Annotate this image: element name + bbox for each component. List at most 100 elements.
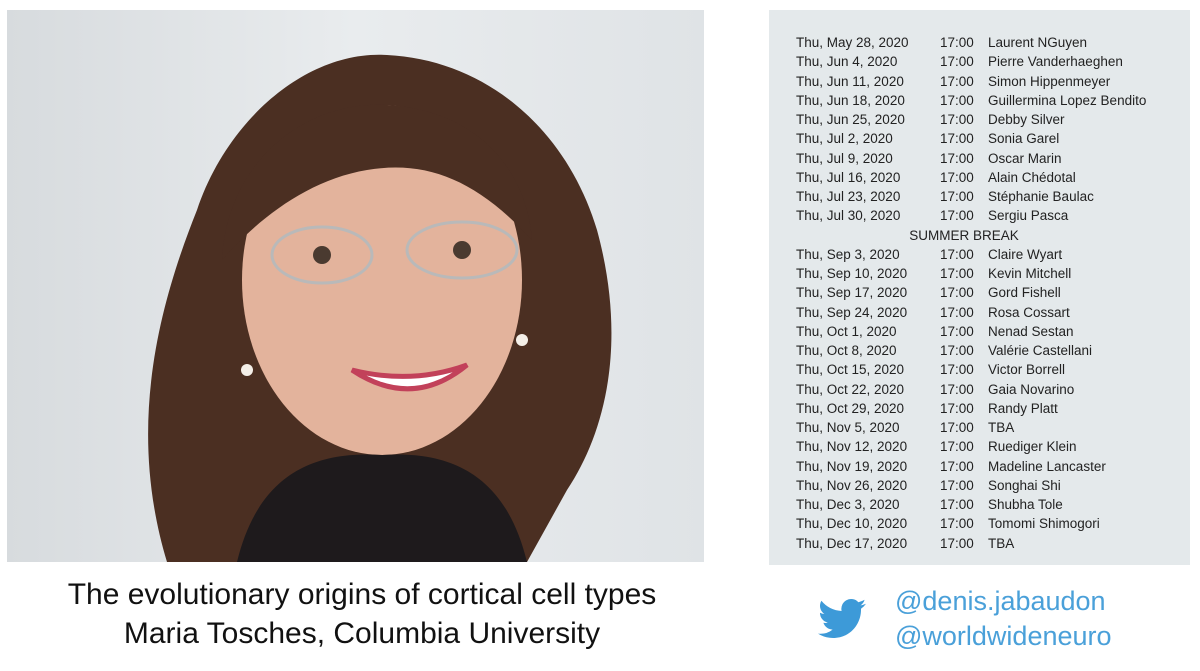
talk-time: 17:00: [940, 381, 974, 397]
talk-time: 17:00: [940, 323, 974, 339]
schedule-row: Thu, Dec 3, 2020 17:00 Shubha Tole: [769, 495, 1190, 514]
talk-speaker: Randy Platt: [988, 400, 1058, 416]
talk-speaker: Gord Fishell: [988, 285, 1061, 301]
talk-speaker: Nenad Sestan: [988, 323, 1074, 339]
schedule-row: Thu, Oct 15, 2020 17:00 Victor Borrell: [769, 360, 1190, 379]
seminar-schedule: Thu, May 28, 2020 17:00 Laurent NGuyen Thu,…: [769, 10, 1190, 565]
break-label: SUMMER BREAK: [909, 227, 1019, 243]
schedule-break-row: SUMMER BREAK: [769, 226, 1190, 245]
talk-speaker: Debby Silver: [988, 112, 1065, 127]
talk-time: 17:00: [940, 285, 974, 301]
talk-date: Thu, Jul 23, 2020: [796, 189, 901, 204]
talk-date: Thu, Oct 15, 2020: [796, 362, 905, 378]
schedule-row: Thu, Jun 4, 2020 17:00 Pierre Vanderhaeghe…: [769, 52, 1190, 71]
talk-date: Thu, Oct 22, 2020: [796, 381, 905, 397]
schedule-row: Thu, Nov 5, 2020 17:00 TBA: [769, 418, 1190, 437]
talk-speaker: Oscar Marin: [988, 150, 1062, 166]
talk-time: 17:00: [940, 131, 974, 147]
schedule-row: Thu, Jul 23, 2020 17:00 Stéphanie Baulac: [769, 187, 1190, 206]
talk-time: 17:00: [940, 54, 974, 70]
schedule-row: Thu, Dec 17, 2020 17:00 TBA: [769, 534, 1190, 553]
speaker-affiliation: Maria Tosches, Columbia University: [123, 617, 601, 650]
schedule-row: Thu, Jul 16, 2020 17:00 Alain Chédotal: [769, 168, 1190, 187]
talk-date: Thu, Jul 16, 2020: [796, 169, 901, 185]
schedule-row: Thu, Nov 12, 2020 17:00 Ruediger Klein: [769, 437, 1190, 456]
talk-speaker: Sergiu Pasca: [988, 208, 1069, 224]
talk-speaker: Songhai Shi: [988, 477, 1061, 493]
talk-speaker: Gaia Novarino: [988, 381, 1075, 397]
talk-date: Thu, May 28, 2020: [796, 35, 909, 50]
talk-speaker: Valérie Castellani: [988, 343, 1093, 358]
talk-time: 17:00: [940, 304, 974, 320]
talk-speaker: Ruediger Klein: [988, 439, 1077, 455]
talk-date: Thu, Jul 2, 2020: [796, 131, 893, 147]
talk-speaker: Kevin Mitchell: [988, 266, 1072, 281]
schedule-row: Thu, Oct 22, 2020 17:00 Gaia Novarino: [769, 380, 1190, 399]
talk-date: Thu, Jun 18, 2020: [796, 92, 905, 108]
twitter-handle-link[interactable]: @worldwideneuro: [895, 621, 1112, 651]
talk-speaker: Stéphanie Baulac: [988, 189, 1094, 204]
talk-time: 17:00: [940, 150, 974, 166]
talk-date: Thu, Sep 24, 2020: [796, 304, 908, 320]
talk-date: Thu, Oct 1, 2020: [796, 323, 897, 339]
talk-speaker: Madeline Lancaster: [988, 458, 1106, 474]
talk-speaker: Alain Chédotal: [988, 169, 1076, 185]
talk-time: 17:00: [940, 439, 974, 455]
talk-date: Thu, Dec 3, 2020: [796, 497, 900, 512]
talk-speaker: Shubha Tole: [988, 497, 1063, 512]
talk-time: 17:00: [940, 92, 974, 108]
talk-date: Thu, Nov 19, 2020: [796, 458, 908, 474]
talk-time: 17:00: [940, 516, 974, 532]
talk-date: Thu, Nov 12, 2020: [796, 439, 908, 455]
talk-time: 17:00: [940, 343, 974, 358]
schedule-row: Thu, May 28, 2020 17:00 Laurent NGuyen: [769, 33, 1190, 52]
talk-date: Thu, Jun 25, 2020: [796, 112, 905, 127]
talk-time: 17:00: [940, 73, 974, 89]
schedule-row: Thu, Sep 17, 2020 17:00 Gord Fishell: [769, 283, 1190, 302]
talk-time: 17:00: [940, 400, 974, 416]
schedule-row: Thu, Sep 10, 2020 17:00 Kevin Mitchell: [769, 264, 1190, 283]
schedule-row: Thu, Sep 24, 2020 17:00 Rosa Cossart: [769, 303, 1190, 322]
schedule-row: Thu, Nov 26, 2020 17:00 Songhai Shi: [769, 476, 1190, 495]
talk-time: 17:00: [940, 458, 974, 474]
talk-time: 17:00: [940, 246, 974, 262]
schedule-row: Thu, Dec 10, 2020 17:00 Tomomi Shimogori: [769, 514, 1190, 533]
talk-date: Thu, Sep 17, 2020: [796, 285, 908, 301]
talk-speaker: TBA: [988, 535, 1015, 551]
talk-time: 17:00: [940, 497, 974, 512]
twitter-handle-link[interactable]: @denis.jabaudon: [895, 586, 1106, 616]
talk-speaker: Laurent NGuyen: [988, 35, 1088, 50]
talk-time: 17:00: [940, 477, 974, 493]
talk-date: Thu, Oct 8, 2020: [796, 343, 897, 358]
talk-date: Thu, Dec 10, 2020: [796, 516, 908, 532]
talk-time: 17:00: [940, 535, 974, 551]
talk-time: 17:00: [940, 362, 974, 378]
schedule-row: Thu, Sep 3, 2020 17:00 Claire Wyart: [769, 245, 1190, 264]
schedule-row: Thu, Jun 11, 2020 17:00 Simon Hippenmeyer: [769, 72, 1190, 91]
schedule-row: Thu, Jul 9, 2020 17:00 Oscar Marin: [769, 149, 1190, 168]
talk-speaker: Pierre Vanderhaeghen: [988, 54, 1123, 70]
talk-date: Thu, Nov 26, 2020: [796, 477, 908, 493]
talk-date: Thu, Jun 11, 2020: [796, 73, 904, 89]
talk-time: 17:00: [940, 208, 974, 224]
talk-speaker: Victor Borrell: [988, 362, 1066, 378]
talk-date: Thu, Dec 17, 2020: [796, 535, 908, 551]
schedule-row: Thu, Nov 19, 2020 17:00 Madeline Lancaster: [769, 457, 1190, 476]
talk-speaker: Tomomi Shimogori: [988, 516, 1100, 532]
talk-speaker: Rosa Cossart: [988, 304, 1070, 320]
talk-time: 17:00: [940, 189, 974, 204]
schedule-row: Thu, Jun 18, 2020 17:00 Guillermina Lopez …: [769, 91, 1190, 110]
schedule-row: Thu, Oct 8, 2020 17:00 Valérie Castellani: [769, 341, 1190, 360]
talk-time: 17:00: [940, 169, 974, 185]
talk-time: 17:00: [940, 420, 974, 435]
schedule-row: Thu, Jun 25, 2020 17:00 Debby Silver: [769, 110, 1190, 129]
schedule-row: Thu, Oct 29, 2020 17:00 Randy Platt: [769, 399, 1190, 418]
talk-date: Thu, Jul 9, 2020: [796, 150, 893, 166]
talk-date: Thu, Oct 29, 2020: [796, 400, 905, 416]
talk-speaker: Guillermina Lopez Bendito: [988, 92, 1147, 108]
talk-speaker: TBA: [988, 420, 1015, 435]
talk-date: Thu, Jun 4, 2020: [796, 54, 898, 70]
talk-date: Thu, Jul 30, 2020: [796, 208, 901, 224]
talk-speaker: Simon Hippenmeyer: [988, 73, 1111, 89]
talk-speaker: Sonia Garel: [988, 131, 1060, 147]
